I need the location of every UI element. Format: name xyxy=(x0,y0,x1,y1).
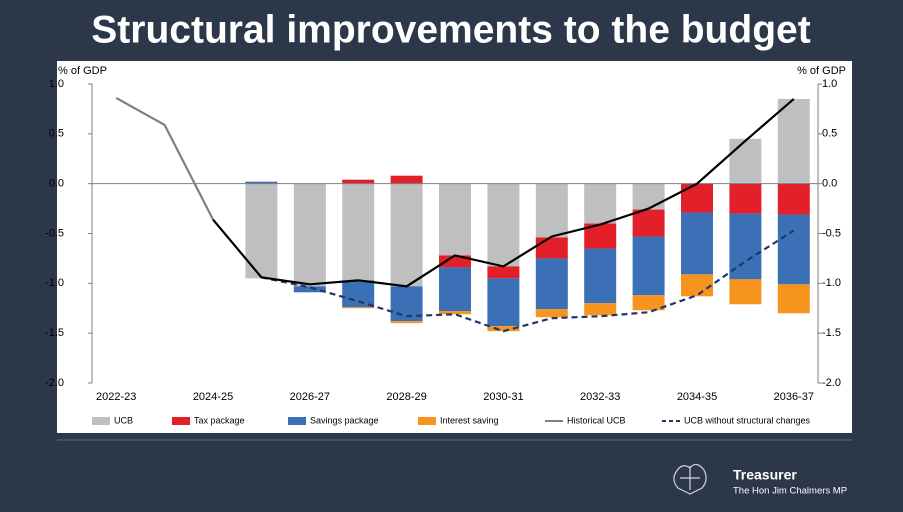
line xyxy=(212,98,795,288)
footer-subtitle: The Hon Jim Chalmers MP xyxy=(733,486,847,497)
bar xyxy=(777,284,810,314)
legend-swatch xyxy=(92,417,110,425)
y2-tick-label: -1.5 xyxy=(822,327,841,339)
line xyxy=(115,96,214,221)
slide-title: Structural improvements to the budget xyxy=(91,8,810,51)
bar xyxy=(681,212,713,275)
bar xyxy=(439,311,471,315)
y2-tick-label: 0.0 xyxy=(822,178,837,190)
crest-shape xyxy=(673,463,707,495)
bar xyxy=(584,248,617,304)
y2-tick-label: -2.0 xyxy=(822,377,841,389)
x-tick-label: 2036-37 xyxy=(774,391,814,403)
footer-title: Treasurer xyxy=(733,467,797,483)
bar xyxy=(584,303,617,316)
y-tick-label: -0.5 xyxy=(45,227,64,239)
bar xyxy=(681,183,713,213)
legend-label: Savings package xyxy=(310,415,379,425)
x-tick-label: 2030-31 xyxy=(483,391,523,403)
crest xyxy=(673,463,707,495)
bar xyxy=(342,307,375,309)
bar xyxy=(439,255,471,268)
bar xyxy=(245,181,278,184)
bar xyxy=(342,183,375,281)
y-tick-label: -2.0 xyxy=(45,377,64,389)
bar xyxy=(245,183,278,279)
bar xyxy=(487,183,520,267)
x-tick-label: 2032-33 xyxy=(580,391,620,403)
bar xyxy=(487,266,520,279)
bar xyxy=(777,98,810,184)
bar xyxy=(487,326,520,332)
bar xyxy=(681,274,713,297)
x-tick-label: 2024-25 xyxy=(193,391,233,403)
y-tick-label: 1.0 xyxy=(49,78,64,90)
bar xyxy=(729,138,762,184)
bar xyxy=(632,209,665,237)
y2-tick-label: 0.5 xyxy=(822,128,837,140)
x-tick-label: 2034-35 xyxy=(677,391,717,403)
crest-shape xyxy=(680,466,700,490)
bar xyxy=(535,237,568,259)
legend-swatch xyxy=(418,417,436,425)
bar xyxy=(535,183,568,238)
legend-label: Tax package xyxy=(194,415,245,425)
bar xyxy=(535,258,568,310)
y-tick-label: 0.0 xyxy=(49,178,64,190)
bar xyxy=(293,286,326,293)
y2-axis-label: % of GDP xyxy=(797,65,846,77)
legend-label: Interest saving xyxy=(440,415,499,425)
bar xyxy=(487,278,520,327)
legend-label: UCB xyxy=(114,415,133,425)
y-tick-label: 0.5 xyxy=(49,128,64,140)
x-tick-label: 2022-23 xyxy=(96,391,136,403)
bar xyxy=(632,295,665,311)
bar xyxy=(584,183,617,224)
bar xyxy=(632,236,665,296)
y2-tick-label: -0.5 xyxy=(822,227,841,239)
y-tick-label: -1.5 xyxy=(45,327,64,339)
bar xyxy=(390,183,423,287)
legend-label: Historical UCB xyxy=(567,415,626,425)
y-axis-label: % of GDP xyxy=(58,65,107,77)
bar xyxy=(777,214,810,285)
bar xyxy=(342,179,375,184)
x-tick-label: 2028-29 xyxy=(386,391,426,403)
y-tick-label: -1.0 xyxy=(45,277,64,289)
bar xyxy=(729,183,762,214)
legend-swatch xyxy=(288,417,306,425)
bar xyxy=(632,183,665,210)
bar xyxy=(729,279,762,305)
bar xyxy=(439,183,471,256)
bar xyxy=(390,175,423,184)
legend-swatch xyxy=(172,417,190,425)
y2-tick-label: -1.0 xyxy=(822,277,841,289)
bar xyxy=(342,280,375,308)
bar xyxy=(777,183,810,215)
bar xyxy=(293,183,326,287)
line xyxy=(261,229,795,333)
y2-tick-label: 1.0 xyxy=(822,78,837,90)
bar xyxy=(535,309,568,318)
legend-label: UCB without structural changes xyxy=(684,415,811,425)
bar xyxy=(439,267,471,312)
bar xyxy=(390,321,423,324)
x-tick-label: 2026-27 xyxy=(290,391,330,403)
